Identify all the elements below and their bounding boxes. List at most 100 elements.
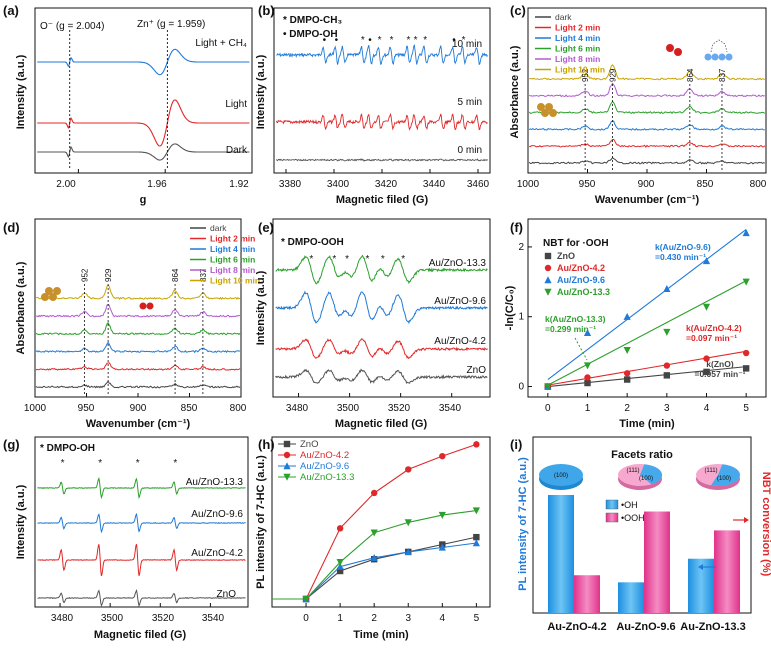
panel-h-xtick-2: 1 xyxy=(337,613,343,624)
panel-b-peak-marker-11: * xyxy=(462,35,466,46)
panel-h-legend-label-3: Au/ZnO-9.6 xyxy=(300,461,349,472)
panel-e-peak-marker-2: * xyxy=(332,254,336,265)
panel-i-ylabel-right: NBT conversion (%) xyxy=(760,472,771,577)
panel-c-trace-1 xyxy=(528,156,765,165)
panel-g-xtick-3: 3520 xyxy=(152,613,175,624)
panel-e-legend: * DMPO-OOH xyxy=(281,237,344,248)
trace-3 xyxy=(275,338,488,360)
panel-g-legend: * DMPO-OH xyxy=(40,443,95,454)
panel-h-point-1-6 xyxy=(473,533,480,541)
panel-h-point-4-5 xyxy=(438,511,446,519)
panel-f-plot: k(ZnO)=0.057 min⁻¹ k(Au/ZnO-4.2)=0.097 mi… xyxy=(518,229,750,414)
panel-c-xtick-3: 900 xyxy=(638,179,655,190)
panel-b-legend-1: * DMPO-CH₃ xyxy=(283,15,342,26)
panel-f-xtick-5: 4 xyxy=(704,403,710,414)
panel-e-xtick-4: 3540 xyxy=(439,403,462,414)
panel-h-ylabel: PL intensity of 7-HC (a.u.) xyxy=(255,455,267,589)
panel-e-xtick-3: 3520 xyxy=(388,403,411,414)
panel-g-traces: * * * * xyxy=(37,458,246,607)
panel-i-title: Facets ratio xyxy=(611,449,673,461)
panel-f-point-4-3 xyxy=(623,347,631,355)
panel-b-peak-marker-7: * xyxy=(406,35,410,46)
panel-h-point-4-6 xyxy=(472,507,480,515)
legend-label-2: Light 2 min xyxy=(555,23,600,33)
panel-a-trace-3 xyxy=(37,143,250,161)
au-cluster-icon xyxy=(41,287,61,301)
panel-a-traces xyxy=(37,30,253,173)
panel-e-traces: * * * * * * xyxy=(275,254,488,397)
panel-h-legend-label-2: Au/ZnO-4.2 xyxy=(300,450,349,461)
panel-h-legend-marker-2 xyxy=(283,451,291,459)
panel-g: (g) * * * * * DMPO-OH Au/ZnO-13.3 Au/ZnO-9.… xyxy=(3,436,249,641)
panel-b-peak-marker-8: * xyxy=(414,35,418,46)
panel-d-trace-6 xyxy=(36,284,241,300)
panel-f-fit-line-2 xyxy=(547,350,747,386)
panel-a-xlabel: g xyxy=(140,194,147,206)
panel-d-xtick-3: 900 xyxy=(130,403,147,414)
panel-f-point-2-2 xyxy=(584,374,591,381)
trace-3 xyxy=(37,544,246,577)
panel-b-peak-marker-2: • xyxy=(335,35,339,46)
panel-a-xtick-3: 1.92 xyxy=(229,179,249,190)
panel-f-ytick-3: 2 xyxy=(518,242,524,253)
panel-e-peak-marker-1: * xyxy=(309,254,313,265)
trace-1 xyxy=(37,477,246,500)
panel-e-series-2-label: Au/ZnO-9.6 xyxy=(434,296,486,307)
panel-i-bar-oh-2 xyxy=(618,582,644,613)
legend-label-4: Light 6 min xyxy=(210,255,255,265)
panel-f-xtick-2: 1 xyxy=(585,403,591,414)
panel-h-label: (h) xyxy=(258,437,275,452)
panel-h-legend-marker-1 xyxy=(283,440,291,448)
oxygen-molecule-icon xyxy=(666,44,682,56)
panel-f-point-2-6 xyxy=(742,349,750,357)
panel-g-ylabel: Intensity (a.u.) xyxy=(15,484,27,559)
panel-a-xtick-1: 2.00 xyxy=(56,179,76,190)
panel-i-legend-label-2: •OOH xyxy=(621,513,645,523)
panel-f-rate-1-line-1: k(ZnO) xyxy=(706,359,734,369)
panel-c-trace-2 xyxy=(529,138,766,148)
panel-f-legend-label-2: Au/ZnO-4.2 xyxy=(557,263,605,273)
panel-c-trace-6 xyxy=(529,64,765,81)
panel-a-series-1-label: Light + CH₄ xyxy=(195,38,247,49)
panel-h-point-1-2 xyxy=(336,567,344,575)
panel-h-legend-label-1: ZnO xyxy=(300,439,318,450)
panel-i-bar-ooh-2 xyxy=(644,511,670,613)
panel-b-peak-marker-6: * xyxy=(390,35,394,46)
panel-f-point-3-5 xyxy=(702,257,711,265)
panel-h-point-2-4 xyxy=(405,466,412,473)
panel-i-pie-1-slice-1 xyxy=(539,464,583,486)
panel-h-legend-marker-3 xyxy=(283,462,291,470)
panel-h-point-3-4 xyxy=(404,548,412,556)
panel-h-point-2-3 xyxy=(370,489,378,497)
panel-h-legend-marker-4 xyxy=(283,473,291,481)
panel-c-trace-5 xyxy=(528,82,765,98)
panel-d-xtick-4: 850 xyxy=(181,403,198,414)
panel-h-point-2-6 xyxy=(473,441,480,448)
panel-i-pie-2-label-2: (100) xyxy=(639,476,653,482)
panel-a-annotation-o: O⁻ (g = 2.004) xyxy=(40,21,104,32)
peak-label-4: 837 xyxy=(718,68,727,82)
peak-label-3: 864 xyxy=(686,68,695,82)
panel-f-title: NBT for ·OOH xyxy=(543,238,609,249)
panel-d-ylabel: Absorbance (a.u.) xyxy=(15,261,27,354)
panel-h-xtick-4: 3 xyxy=(405,613,411,624)
panel-f-point-4-5 xyxy=(702,303,711,311)
panel-e-series-1-label: Au/ZnO-13.3 xyxy=(429,258,487,269)
panel-b-label: (b) xyxy=(258,3,275,18)
panel-f-point-1-3 xyxy=(623,376,631,383)
panel-g-xlabel: Magnetic filed (G) xyxy=(94,629,187,641)
panel-b-xlabel: Magnetic filed (G) xyxy=(336,194,429,206)
panel-f-rate-4-line-2: =0.299 min⁻¹ xyxy=(545,324,596,334)
panel-h-xtick-5: 4 xyxy=(440,613,446,624)
trace-4 xyxy=(275,368,488,385)
panel-c-xtick-2: 950 xyxy=(579,179,596,190)
panel-a-series-3-label: Dark xyxy=(226,145,248,156)
panel-c-xlabel: Wavenumber (cm⁻¹) xyxy=(595,194,700,206)
panel-a-frame xyxy=(34,7,253,174)
panel-c-ylabel: Absorbance (a.u.) xyxy=(509,45,521,138)
panel-i-pie-2-label-1: (111) xyxy=(626,468,639,474)
